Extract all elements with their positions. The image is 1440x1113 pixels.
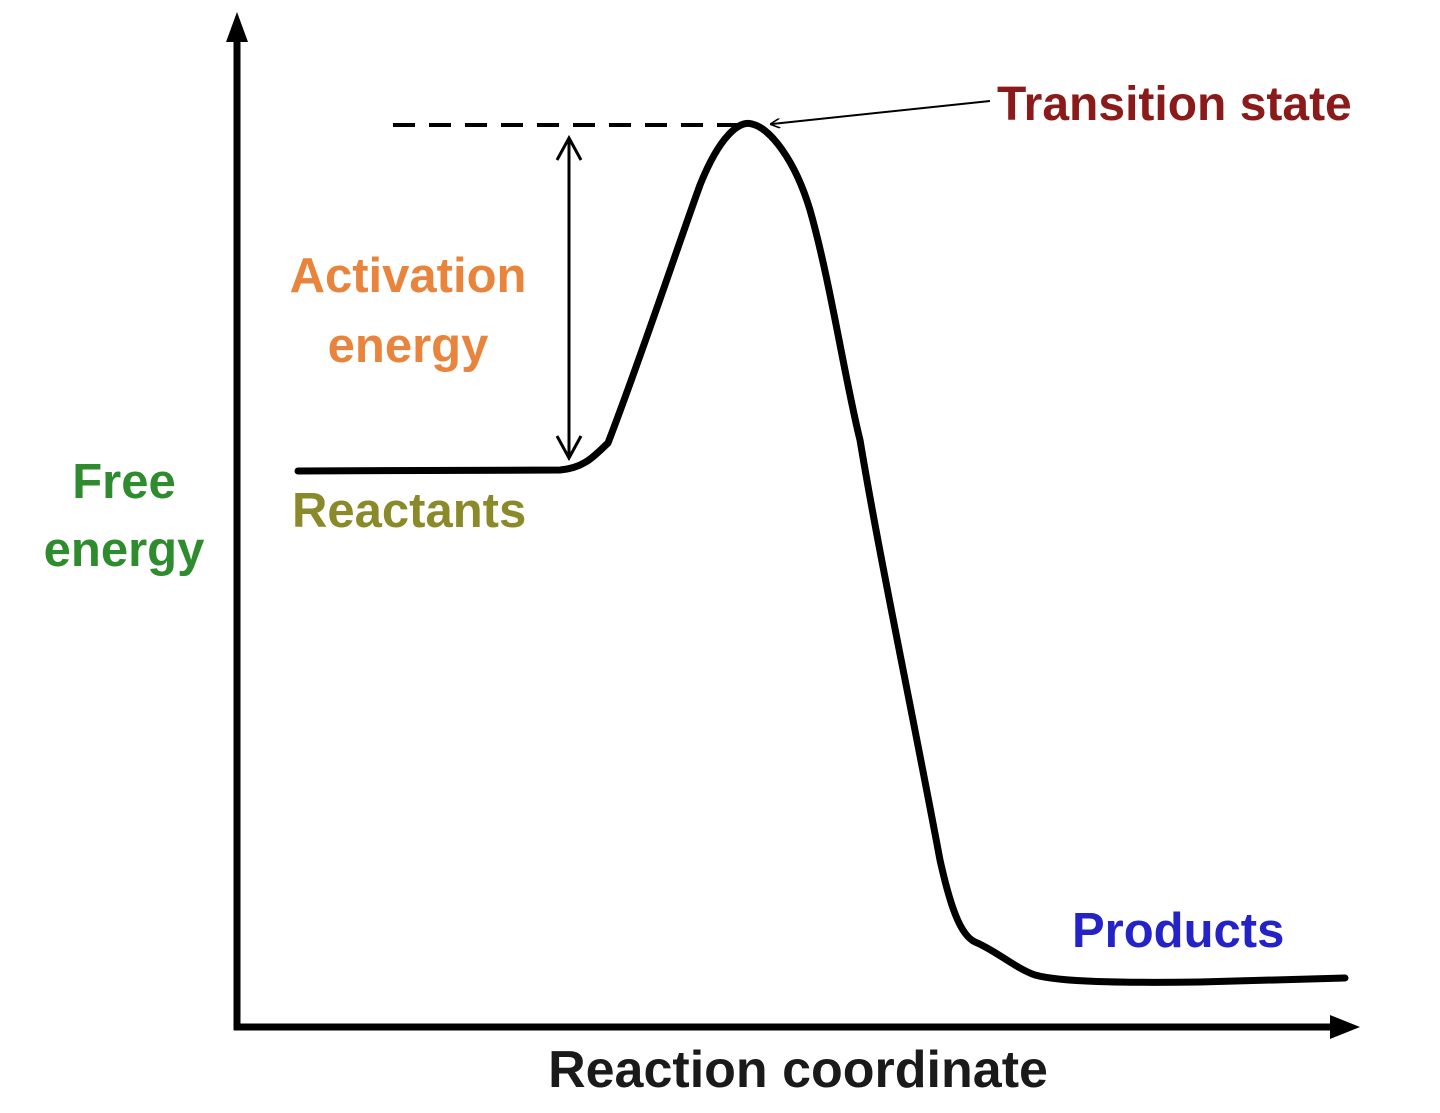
activation-energy-label-line1: Activation	[290, 249, 527, 303]
y-axis-label-line2: energy	[44, 523, 205, 577]
y-axis-label-line1: Free	[72, 455, 176, 509]
transition-state-label: Transition state	[997, 78, 1352, 131]
activation-energy-label-line2: energy	[328, 319, 489, 373]
energy-curve	[294, 119, 1349, 986]
x-axis-label: Reaction coordinate	[548, 1041, 1048, 1099]
reactants-label: Reactants	[292, 484, 526, 538]
y-axis-arrowhead	[226, 12, 248, 42]
activation-arrowhead-top	[555, 134, 583, 161]
x-axis-arrowhead	[1330, 1015, 1360, 1039]
products-label: Products	[1072, 904, 1284, 958]
activation-arrowhead-bottom	[555, 435, 583, 462]
transition-state-pointer	[772, 100, 991, 124]
